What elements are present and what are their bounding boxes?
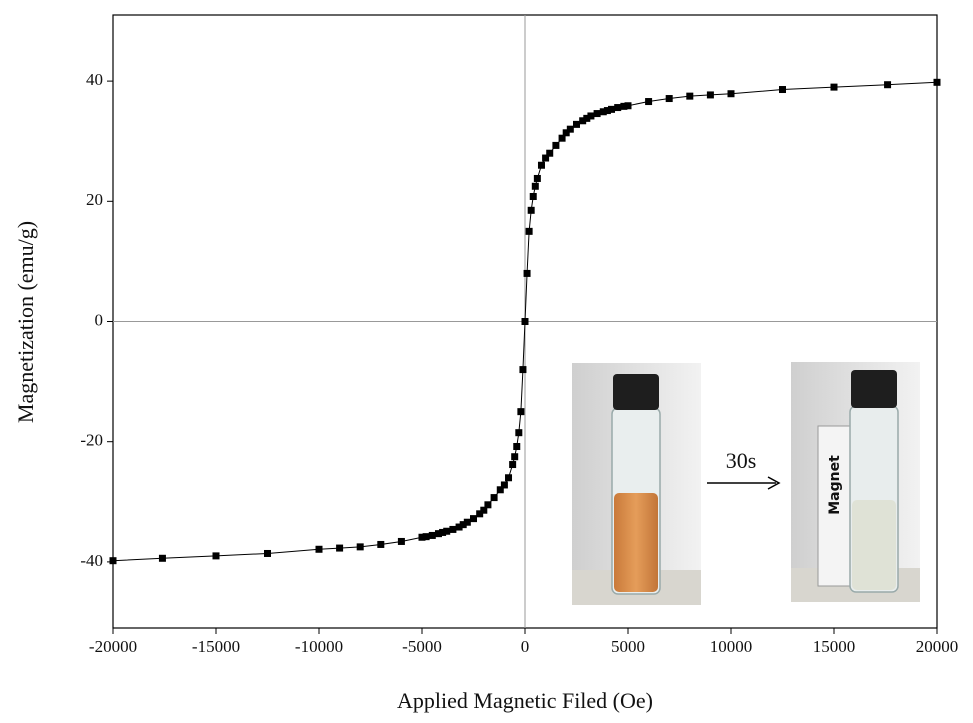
point — [525, 227, 533, 235]
point — [418, 533, 426, 541]
y-tick-label: 20 — [86, 190, 103, 209]
point — [439, 528, 447, 536]
point — [579, 117, 587, 125]
point — [620, 102, 628, 110]
point — [546, 149, 554, 157]
annotation: Magnet — [827, 455, 843, 515]
point — [603, 107, 611, 115]
point — [521, 318, 529, 325]
point — [608, 105, 616, 113]
x-tick-label: 20000 — [916, 637, 959, 656]
inset-photo — [572, 363, 701, 605]
point — [463, 518, 471, 526]
y-tick-label: 0 — [95, 310, 104, 329]
point — [459, 521, 467, 529]
point — [315, 545, 323, 553]
point — [490, 494, 498, 502]
point — [511, 453, 519, 461]
point — [686, 92, 694, 100]
point — [336, 544, 344, 552]
point — [583, 114, 591, 122]
x-tick-label: 5000 — [611, 637, 645, 656]
point — [562, 129, 570, 137]
point — [830, 83, 838, 91]
point — [455, 523, 463, 531]
point — [158, 554, 166, 562]
point — [443, 527, 451, 535]
point — [480, 506, 488, 514]
point — [484, 501, 492, 509]
point — [558, 134, 566, 142]
point — [624, 102, 632, 110]
point — [434, 530, 442, 538]
point — [356, 543, 364, 551]
point — [496, 486, 504, 494]
point — [533, 174, 541, 182]
point — [593, 110, 601, 118]
inset-photo — [791, 362, 920, 602]
point — [377, 540, 385, 548]
x-tick-label: 0 — [521, 637, 530, 656]
point — [476, 510, 484, 518]
point — [527, 206, 535, 214]
point — [264, 549, 271, 557]
x-tick-label: 10000 — [710, 637, 753, 656]
x-tick-label: 15000 — [813, 637, 856, 656]
point — [449, 525, 457, 533]
y-tick-label: -40 — [80, 551, 103, 570]
annotation: 30s — [726, 448, 757, 473]
point — [505, 474, 513, 482]
point — [537, 161, 545, 169]
point — [645, 98, 653, 106]
point — [523, 269, 531, 277]
point — [779, 86, 786, 94]
point — [509, 461, 517, 469]
arrow-head — [767, 476, 781, 490]
point — [515, 429, 523, 437]
point — [428, 531, 436, 539]
point — [727, 90, 735, 98]
x-tick-label: -10000 — [295, 637, 343, 656]
point — [513, 443, 521, 451]
y-tick-label: -20 — [80, 431, 103, 450]
point — [519, 366, 527, 374]
point — [109, 557, 117, 565]
point — [665, 95, 673, 103]
point — [531, 182, 539, 190]
point — [706, 91, 714, 99]
y-axis-label: Magnetization (emu/g) — [13, 221, 38, 423]
x-tick-label: -20000 — [89, 637, 137, 656]
x-tick-label: -15000 — [192, 637, 240, 656]
point — [542, 154, 550, 162]
point — [933, 78, 941, 86]
point — [212, 552, 220, 560]
point — [587, 112, 595, 120]
point — [552, 141, 560, 149]
point — [573, 120, 580, 128]
point — [614, 104, 622, 112]
point — [500, 481, 508, 489]
x-tick-label: -5000 — [402, 637, 442, 656]
point — [422, 533, 430, 541]
y-tick-label: 40 — [86, 70, 103, 89]
x-axis-label: Applied Magnetic Filed (Oe) — [397, 688, 653, 713]
point — [517, 408, 525, 416]
point — [529, 192, 537, 200]
point — [884, 81, 892, 89]
point — [599, 108, 607, 116]
point — [397, 537, 405, 545]
point — [470, 515, 477, 523]
point — [566, 125, 574, 133]
